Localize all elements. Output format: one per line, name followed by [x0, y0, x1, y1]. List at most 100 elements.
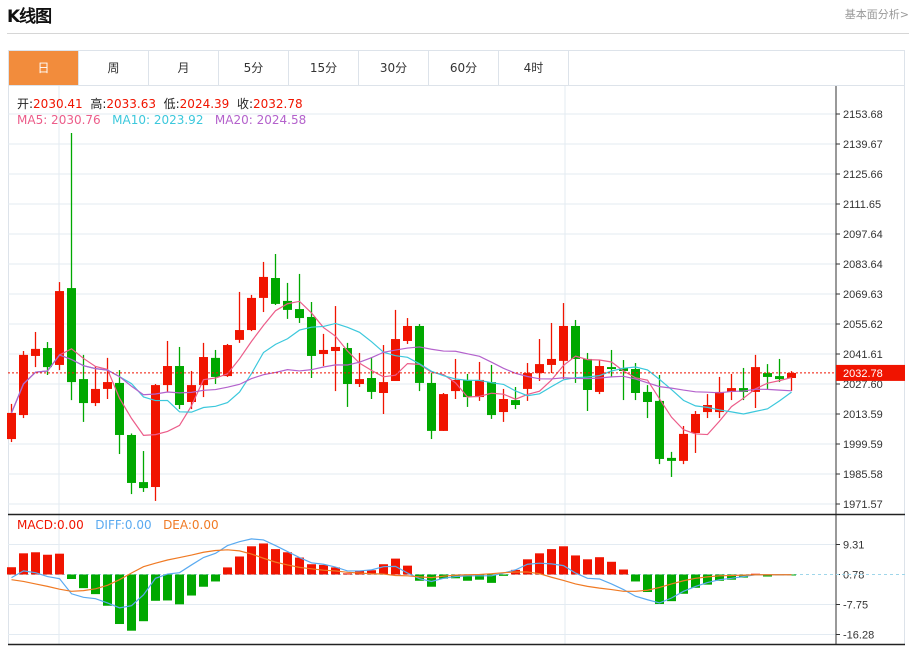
candle-body	[247, 297, 256, 331]
candle	[151, 384, 160, 501]
candle	[379, 345, 388, 414]
tab-week[interactable]: 周	[79, 51, 149, 85]
tab-30min[interactable]: 30分	[359, 51, 429, 85]
candle-body	[43, 348, 52, 368]
tab-60min[interactable]: 60分	[429, 51, 499, 85]
macd-bar	[67, 574, 76, 580]
tab-15min[interactable]: 15分	[289, 51, 359, 85]
candle-body	[367, 378, 376, 392]
macd-bar	[667, 574, 676, 602]
macd-bar	[199, 574, 208, 587]
dea-line	[11, 549, 792, 592]
candle	[55, 282, 64, 371]
candle	[535, 339, 544, 382]
candle-body	[223, 345, 232, 377]
macd-bar	[655, 574, 664, 604]
candle-body	[31, 348, 40, 356]
candle	[583, 352, 592, 411]
candle	[691, 410, 700, 453]
fundamental-analysis-link[interactable]: 基本面分析>	[844, 8, 909, 21]
macd-bar	[223, 567, 232, 575]
candle	[367, 357, 376, 399]
candle-body	[379, 382, 388, 394]
candle	[559, 303, 568, 380]
candle	[607, 349, 616, 377]
ohlc-readout: 开:2030.41 高:2033.63 低:2024.39 收:2032.78	[17, 95, 303, 112]
candle-body	[571, 325, 580, 359]
candle	[235, 291, 244, 343]
candle-body	[187, 385, 196, 402]
candle	[463, 373, 472, 407]
candle	[307, 301, 316, 379]
candle-body	[319, 349, 328, 355]
candle	[643, 385, 652, 419]
candle-body	[679, 433, 688, 461]
macd-bar	[55, 553, 64, 575]
tab-month[interactable]: 月	[149, 51, 219, 85]
price-tick-label: 2097.64	[843, 229, 883, 241]
macd-bar	[151, 574, 160, 601]
macd-bar	[163, 574, 172, 601]
period-tabs: 日 周 月 5分 15分 30分 60分 4时	[8, 50, 905, 85]
candle-body	[115, 382, 124, 435]
macd-bar	[727, 574, 736, 580]
price-tick-label: 1985.58	[843, 469, 883, 481]
candle	[343, 342, 352, 407]
price-tick-label: 2027.60	[843, 379, 883, 391]
candle	[475, 361, 484, 401]
candle	[487, 364, 496, 419]
low-value: 2024.39	[179, 97, 230, 111]
macd-bar	[571, 555, 580, 575]
macd-bar	[31, 552, 40, 575]
candle-body	[715, 391, 724, 413]
macd-bar	[175, 574, 184, 605]
candle-body	[355, 379, 364, 385]
macd-bar	[595, 557, 604, 575]
candle-body	[127, 434, 136, 483]
ma20-line	[10, 346, 792, 414]
tab-5min[interactable]: 5分	[219, 51, 289, 85]
price-tick-label: 1971.57	[843, 499, 883, 511]
ma5-value: MA5: 2030.76	[17, 113, 101, 127]
candle	[67, 133, 76, 401]
candle-body	[427, 382, 436, 431]
candle-body	[703, 404, 712, 413]
candle	[655, 375, 664, 465]
high-label: 高:	[90, 97, 107, 111]
candle	[31, 331, 40, 368]
tab-day[interactable]: 日	[9, 51, 79, 85]
candle-body	[727, 388, 736, 392]
candle-body	[139, 482, 148, 489]
macd-bar	[679, 574, 688, 594]
candle-body	[619, 367, 628, 371]
candle	[427, 373, 436, 440]
candle-body	[583, 358, 592, 391]
candle-body	[271, 278, 280, 304]
candle-body	[259, 276, 268, 298]
macd-bar	[295, 557, 304, 575]
macd-bar	[43, 554, 52, 575]
dea-value: DEA:0.00	[163, 518, 219, 532]
candle	[391, 309, 400, 382]
price-tick-label: 2139.67	[843, 139, 883, 151]
candle-body	[391, 339, 400, 382]
candle	[199, 342, 208, 398]
price-tick-label: 2083.64	[843, 259, 883, 271]
candle	[415, 324, 424, 392]
candle-body	[199, 357, 208, 386]
candle-body	[403, 325, 412, 341]
macd-bar	[415, 574, 424, 581]
price-tick-label: 2069.63	[843, 289, 883, 301]
close-label: 收:	[236, 97, 253, 111]
candle	[667, 451, 676, 477]
candle-body	[55, 291, 64, 365]
macd-bar	[643, 574, 652, 593]
candle	[571, 319, 580, 383]
macd-bar	[79, 574, 88, 589]
candle-body	[79, 379, 88, 404]
tab-4hour[interactable]: 4时	[499, 51, 569, 85]
price-tick-label: 2153.68	[843, 109, 883, 121]
candle	[127, 433, 136, 495]
candle	[631, 363, 640, 401]
